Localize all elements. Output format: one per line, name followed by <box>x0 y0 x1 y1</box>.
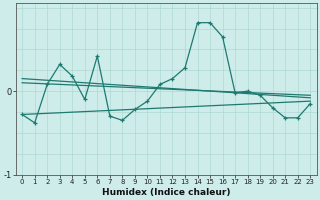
X-axis label: Humidex (Indice chaleur): Humidex (Indice chaleur) <box>102 188 230 197</box>
